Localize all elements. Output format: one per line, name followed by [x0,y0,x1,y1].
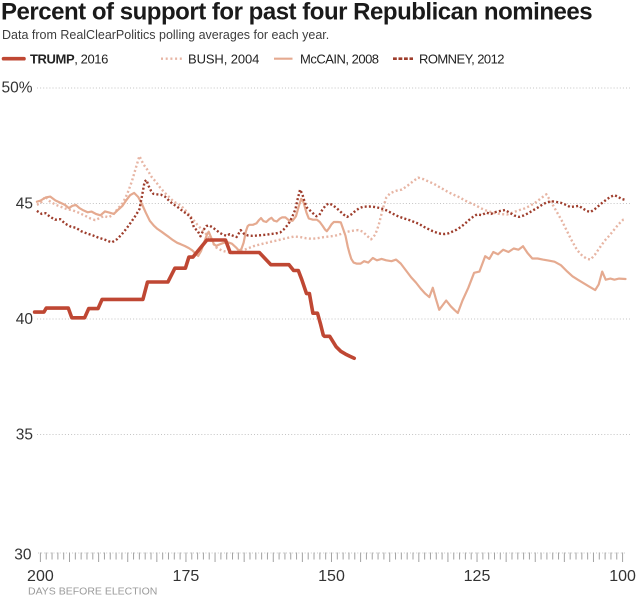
svg-text:Percent of support for past fo: Percent of support for past four Republi… [1,0,592,26]
svg-text:175: 175 [173,568,200,585]
svg-text:BUSH, 2004: BUSH, 2004 [188,51,259,66]
svg-text:125: 125 [464,568,491,585]
svg-text:TRUMP, 2016: TRUMP, 2016 [30,51,108,66]
svg-text:50%: 50% [1,80,32,97]
svg-text:Data from RealClearPolitics po: Data from RealClearPolitics polling aver… [2,28,329,42]
svg-text:150: 150 [318,568,345,585]
svg-text:40: 40 [16,311,34,328]
svg-text:DAYS BEFORE ELECTION: DAYS BEFORE ELECTION [28,586,157,598]
svg-text:McCAIN, 2008: McCAIN, 2008 [300,51,379,66]
svg-text:ROMNEY, 2012: ROMNEY, 2012 [419,51,504,66]
svg-text:35: 35 [16,427,33,444]
svg-text:45: 45 [16,196,33,213]
svg-text:200: 200 [27,568,54,585]
svg-text:100: 100 [609,568,636,585]
svg-text:30: 30 [14,547,32,564]
